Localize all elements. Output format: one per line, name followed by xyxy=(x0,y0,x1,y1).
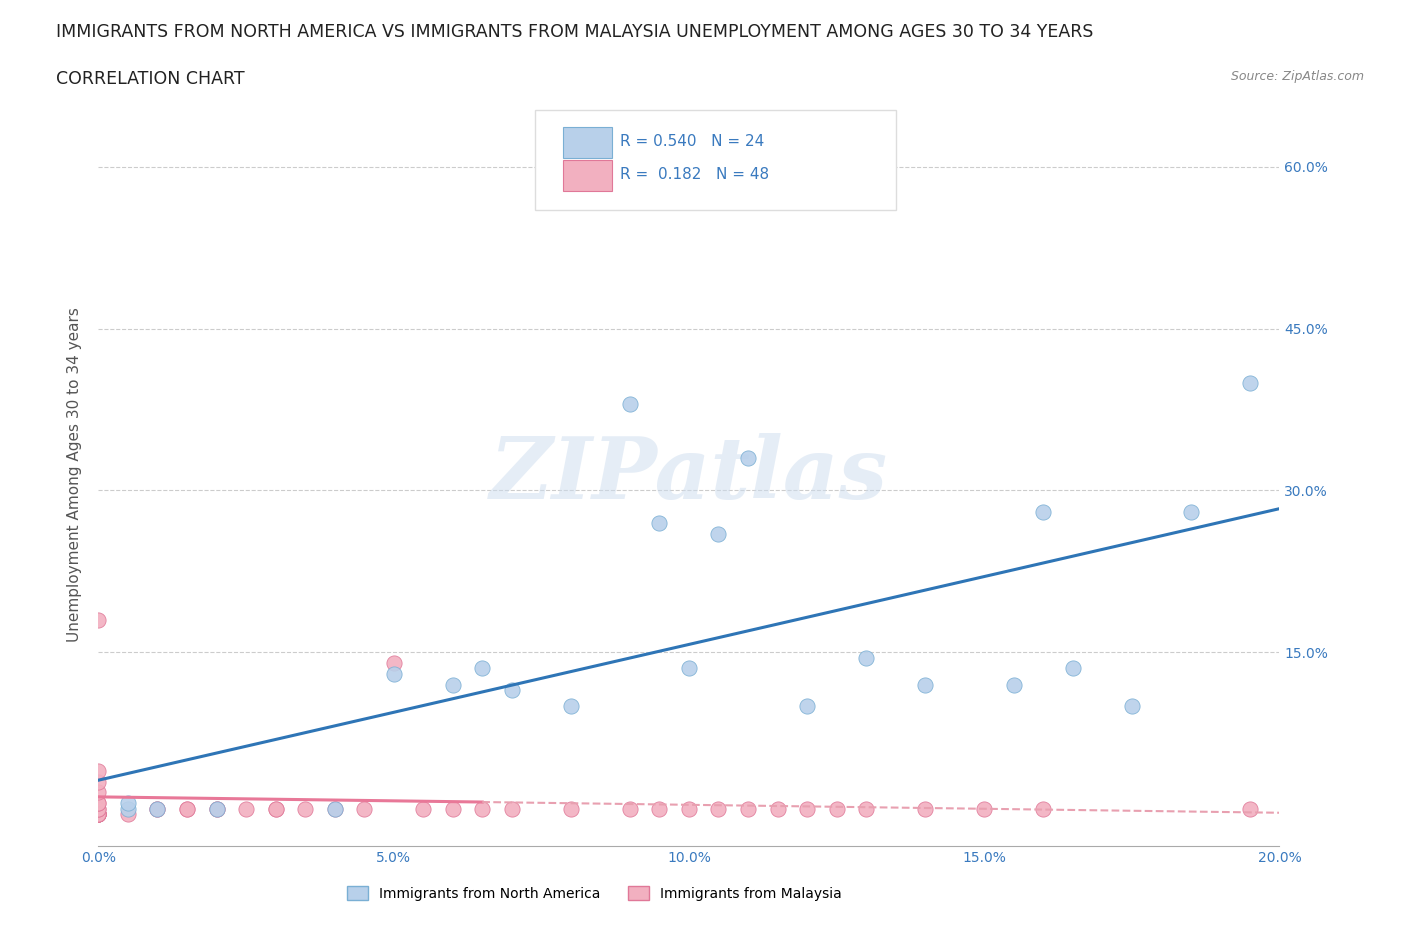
Point xyxy=(619,397,641,412)
Point xyxy=(737,451,759,466)
Point xyxy=(146,801,169,816)
Point xyxy=(1032,801,1054,816)
Point xyxy=(766,801,789,816)
Point xyxy=(501,801,523,816)
Point xyxy=(855,650,877,665)
Legend: Immigrants from North America, Immigrants from Malaysia: Immigrants from North America, Immigrant… xyxy=(342,881,848,907)
Point xyxy=(737,801,759,816)
Point xyxy=(294,801,316,816)
Point xyxy=(323,801,346,816)
Point xyxy=(825,801,848,816)
Point xyxy=(87,613,110,628)
Text: IMMIGRANTS FROM NORTH AMERICA VS IMMIGRANTS FROM MALAYSIA UNEMPLOYMENT AMONG AGE: IMMIGRANTS FROM NORTH AMERICA VS IMMIGRA… xyxy=(56,23,1094,41)
Point xyxy=(1002,677,1025,692)
Point xyxy=(382,666,405,681)
Point xyxy=(914,677,936,692)
Point xyxy=(648,801,671,816)
Point xyxy=(1180,505,1202,520)
Point xyxy=(707,526,730,541)
Point xyxy=(117,806,139,821)
Point xyxy=(205,801,228,816)
Point xyxy=(560,698,582,713)
Point xyxy=(1121,698,1143,713)
Point xyxy=(205,801,228,816)
Text: R = 0.540   N = 24: R = 0.540 N = 24 xyxy=(620,134,765,149)
Text: CORRELATION CHART: CORRELATION CHART xyxy=(56,70,245,87)
Point xyxy=(87,806,110,821)
Text: R =  0.182   N = 48: R = 0.182 N = 48 xyxy=(620,167,769,182)
Point xyxy=(855,801,877,816)
FancyBboxPatch shape xyxy=(562,126,612,158)
Point xyxy=(117,796,139,811)
Point xyxy=(796,801,818,816)
Point xyxy=(501,683,523,698)
Point xyxy=(619,801,641,816)
Point xyxy=(146,801,169,816)
Point xyxy=(235,801,257,816)
Point xyxy=(796,698,818,713)
Point xyxy=(87,806,110,821)
Point xyxy=(382,656,405,671)
Point xyxy=(678,801,700,816)
Point xyxy=(471,801,494,816)
FancyBboxPatch shape xyxy=(536,110,896,210)
Point xyxy=(117,801,139,816)
Point xyxy=(1062,661,1084,676)
Point xyxy=(87,774,110,789)
Point xyxy=(264,801,287,816)
Point xyxy=(87,764,110,778)
Point xyxy=(87,796,110,811)
Point xyxy=(914,801,936,816)
Point xyxy=(87,785,110,800)
Point xyxy=(353,801,375,816)
Point xyxy=(87,806,110,821)
Point xyxy=(176,801,198,816)
Point xyxy=(87,806,110,821)
Point xyxy=(441,801,464,816)
Point xyxy=(87,801,110,816)
Point xyxy=(471,661,494,676)
Point xyxy=(264,801,287,816)
Point xyxy=(87,806,110,821)
Point xyxy=(87,806,110,821)
Point xyxy=(87,806,110,821)
Point xyxy=(205,801,228,816)
Text: Source: ZipAtlas.com: Source: ZipAtlas.com xyxy=(1230,70,1364,83)
Point xyxy=(1239,375,1261,390)
Point xyxy=(146,801,169,816)
Point xyxy=(1239,801,1261,816)
Text: ZIPatlas: ZIPatlas xyxy=(489,432,889,516)
Point xyxy=(87,806,110,821)
Point xyxy=(87,801,110,816)
Point xyxy=(678,661,700,676)
Point xyxy=(87,796,110,811)
Y-axis label: Unemployment Among Ages 30 to 34 years: Unemployment Among Ages 30 to 34 years xyxy=(67,307,83,642)
Point xyxy=(973,801,995,816)
Point xyxy=(441,677,464,692)
Point xyxy=(648,515,671,530)
Point xyxy=(412,801,434,816)
Point xyxy=(176,801,198,816)
Point xyxy=(1032,505,1054,520)
FancyBboxPatch shape xyxy=(562,160,612,191)
Point xyxy=(707,801,730,816)
Point xyxy=(560,801,582,816)
Point xyxy=(323,801,346,816)
